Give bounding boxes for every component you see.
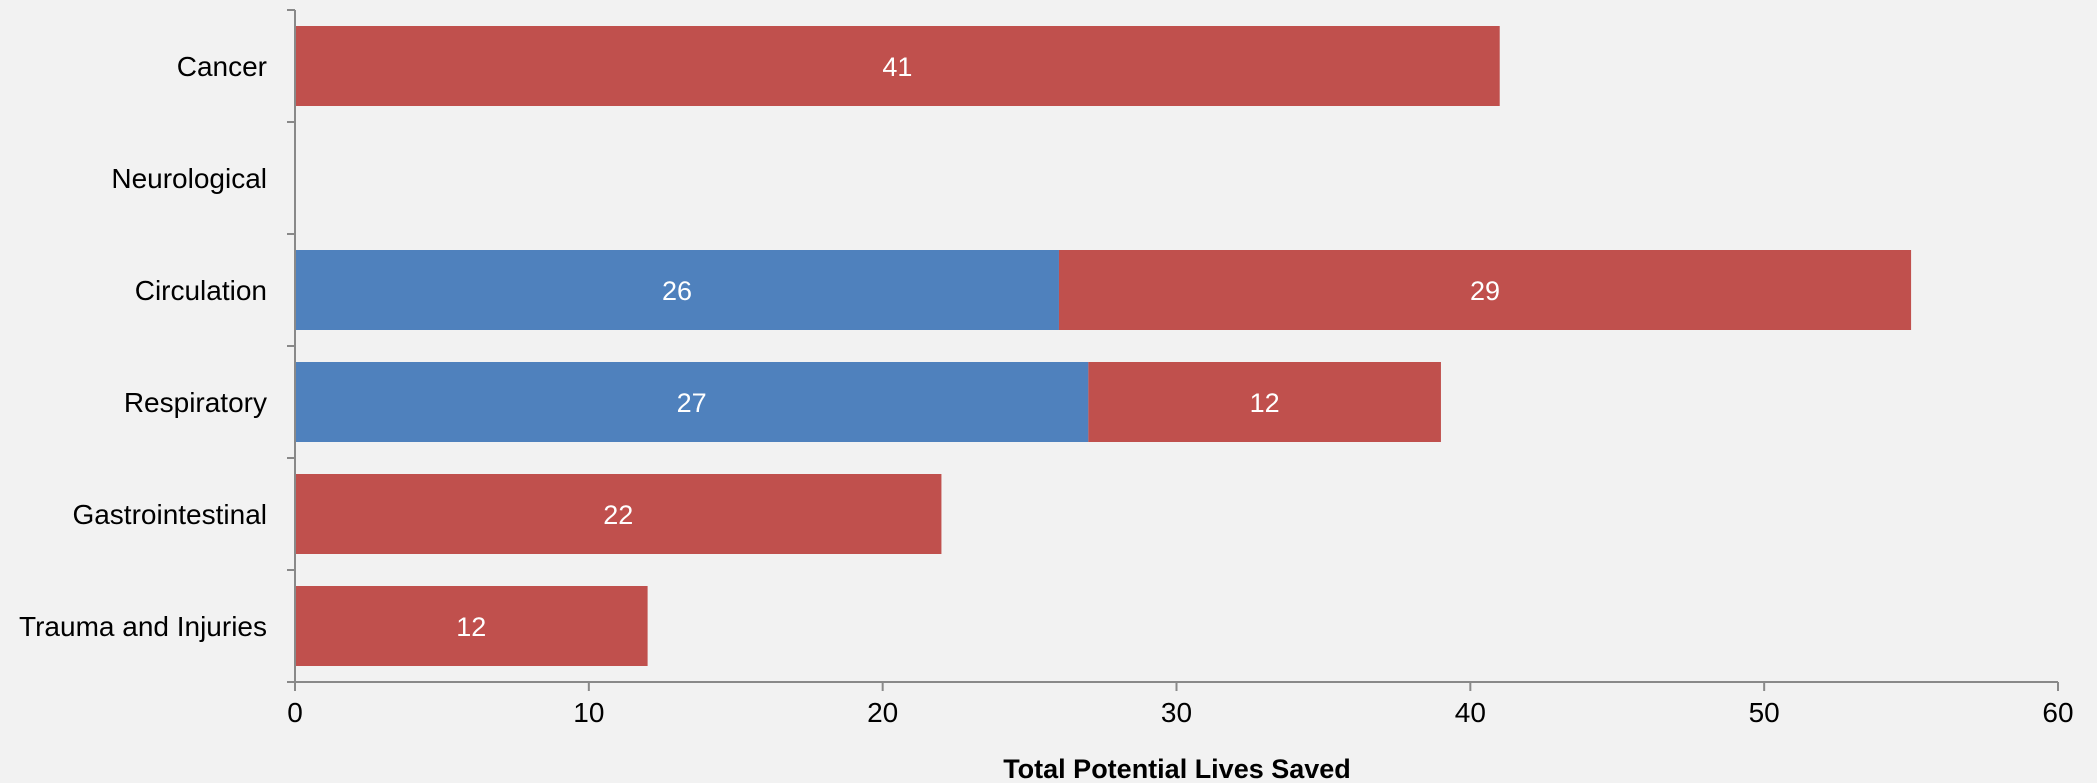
x-axis: 0 10 20 30 40 50 60 — [287, 681, 2074, 728]
data-label-circulation-series-2: 29 — [1470, 276, 1500, 306]
y-tick-label-respiratory: Respiratory — [124, 387, 267, 418]
bar-respiratory-series-2 — [1088, 362, 1441, 442]
bar-respiratory-series-1 — [295, 362, 1089, 442]
data-label-gastrointestinal-series-2: 22 — [603, 500, 633, 530]
data-label-cancer-series-2: 41 — [882, 52, 912, 82]
x-axis-title: Total Potential Lives Saved — [1003, 754, 1351, 783]
x-tick-label-0: 0 — [287, 697, 303, 728]
y-tick-label-circulation: Circulation — [135, 275, 267, 306]
x-tick-label-20: 20 — [867, 697, 898, 728]
bars-group — [295, 26, 1912, 666]
bar-cancer-series-2 — [295, 26, 1500, 106]
data-label-circulation-series-1: 26 — [662, 276, 692, 306]
bar-circulation-series-2 — [1058, 250, 1912, 330]
y-tick-label-cancer: Cancer — [177, 51, 267, 82]
y-axis: Cancer Neurological Circulation Respiratory… — [19, 9, 296, 683]
bar-circulation-series-1 — [295, 250, 1059, 330]
data-label-trauma-and-injuries-series-2: 12 — [456, 612, 486, 642]
y-tick-label-trauma-and-injuries: Trauma and Injuries — [19, 611, 267, 642]
x-tick-label-50: 50 — [1749, 697, 1780, 728]
data-label-respiratory-series-1: 27 — [677, 388, 707, 418]
y-tick-label-neurological: Neurological — [111, 163, 267, 194]
x-tick-label-10: 10 — [573, 697, 604, 728]
data-label-respiratory-series-2: 12 — [1250, 388, 1280, 418]
x-tick-label-60: 60 — [2042, 697, 2073, 728]
bar-trauma-and-injuries-series-2 — [295, 586, 648, 666]
y-tick-label-gastrointestinal: Gastrointestinal — [72, 499, 267, 530]
x-tick-label-30: 30 — [1161, 697, 1192, 728]
x-tick-label-40: 40 — [1455, 697, 1486, 728]
data-labels-group: 41 26 29 27 12 22 12 — [456, 52, 1500, 642]
bar-gastrointestinal-series-2 — [295, 474, 942, 554]
